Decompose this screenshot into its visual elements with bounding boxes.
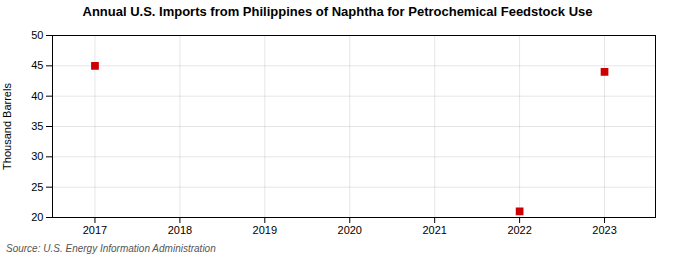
html-text:Source: U.S. Energy Informatio: Source: U.S. Energy Information Administ…	[6, 243, 216, 254]
svg-text:2023: 2023	[592, 224, 616, 236]
svg-text:20: 20	[31, 211, 43, 223]
svg-text:40: 40	[31, 90, 43, 102]
svg-text:2019: 2019	[253, 224, 277, 236]
svg-text:2022: 2022	[507, 224, 531, 236]
svg-text:35: 35	[31, 120, 43, 132]
svg-text:2020: 2020	[338, 224, 362, 236]
svg-text:2017: 2017	[83, 224, 107, 236]
svg-text:25: 25	[31, 181, 43, 193]
svg-text:30: 30	[31, 150, 43, 162]
svg-text:Thousand Barrels: Thousand Barrels	[1, 83, 13, 170]
html-text:Annual U.S. Imports from Phili: Annual U.S. Imports from Philippines of …	[82, 4, 593, 19]
svg-text:2018: 2018	[168, 224, 192, 236]
svg-text:45: 45	[31, 59, 43, 71]
svg-text:2021: 2021	[422, 224, 446, 236]
svg-text:50: 50	[31, 29, 43, 41]
